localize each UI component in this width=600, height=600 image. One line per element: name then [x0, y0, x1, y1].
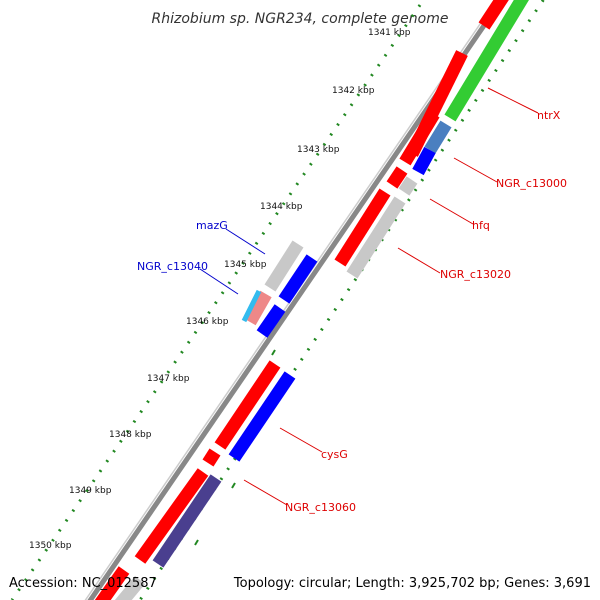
label-ngr-c13060: NGR_c13060 — [285, 501, 356, 514]
callout-line — [225, 228, 266, 255]
gene-arrow-red — [134, 468, 209, 564]
callout-line — [453, 157, 498, 183]
tick-label: 1349 kbp — [69, 486, 112, 496]
gene-arrow-red — [214, 360, 281, 450]
tick-label: 1343 kbp — [297, 145, 340, 155]
callout-line — [199, 268, 239, 295]
tick-label: 1350 kbp — [29, 541, 72, 551]
tick-label: 1344 kbp — [260, 202, 303, 212]
callout-line — [243, 479, 288, 506]
gene-arrow-gray — [115, 575, 145, 600]
label-cysG: cysG — [321, 448, 348, 461]
label-ntrX: ntrX — [537, 109, 561, 122]
gene-arrow-steel — [424, 120, 452, 154]
tick-label: 1346 kbp — [186, 317, 229, 327]
genome-stats-text: Topology: circular; Length: 3,925,702 bp… — [233, 576, 591, 591]
tick-label: 1345 kbp — [224, 260, 267, 270]
tick-label: 1341 kbp — [368, 28, 411, 38]
tick-mark — [194, 539, 199, 546]
gene-features — [94, 0, 529, 600]
gene-arrow-red — [386, 166, 408, 189]
gene-arrow-green — [444, 0, 529, 122]
gene-arrow-gray — [264, 240, 304, 292]
tick-label: 1347 kbp — [147, 374, 190, 384]
callout-line — [429, 198, 474, 225]
label-ngr-c13040: NGR_c13040 — [137, 260, 208, 273]
label-hfq: hfq — [472, 219, 490, 232]
gene-arrow-gray — [346, 196, 406, 279]
callout-line — [487, 87, 539, 114]
callout-line — [397, 247, 441, 274]
callout-line — [279, 427, 323, 453]
gene-arrow-red — [478, 0, 509, 30]
label-ngr-c13000: NGR_c13000 — [496, 177, 567, 190]
label-ngr-c13020: NGR_c13020 — [440, 268, 511, 281]
gene-arrow-blue — [228, 371, 296, 462]
gene-arrow-red — [399, 110, 440, 166]
label-mazG: mazG — [196, 219, 228, 232]
gene-arrow-gray — [398, 176, 418, 196]
gene-arrow-navy — [152, 474, 222, 568]
gene-arrow-red — [94, 566, 130, 600]
gene-arrow-blue — [256, 304, 286, 338]
gene-arrow-red — [202, 448, 221, 467]
tick-mark — [231, 482, 236, 489]
map-title: Rhizobium sp. NGR234, complete genome — [152, 11, 449, 27]
tick-ring-inner — [10, 4, 422, 600]
gene-arrow-red — [334, 188, 391, 267]
gene-arrow-pink — [244, 290, 272, 326]
gene-arrow-cyan — [241, 289, 262, 323]
tick-labels: 1341 kbp 1342 kbp 1343 kbp 1344 kbp 1345… — [29, 28, 411, 551]
gene-arrow-blue — [412, 146, 436, 176]
gene-arrow-blue — [278, 254, 318, 304]
tick-mark — [271, 349, 276, 356]
tick-label: 1348 kbp — [109, 430, 152, 440]
tick-label: 1342 kbp — [332, 86, 375, 96]
gene-callouts: ntrX NGR_c13000 hfq NGR_c13020 mazG NGR_… — [137, 87, 567, 514]
accession-text: Accession: NC_012587 — [9, 576, 157, 591]
